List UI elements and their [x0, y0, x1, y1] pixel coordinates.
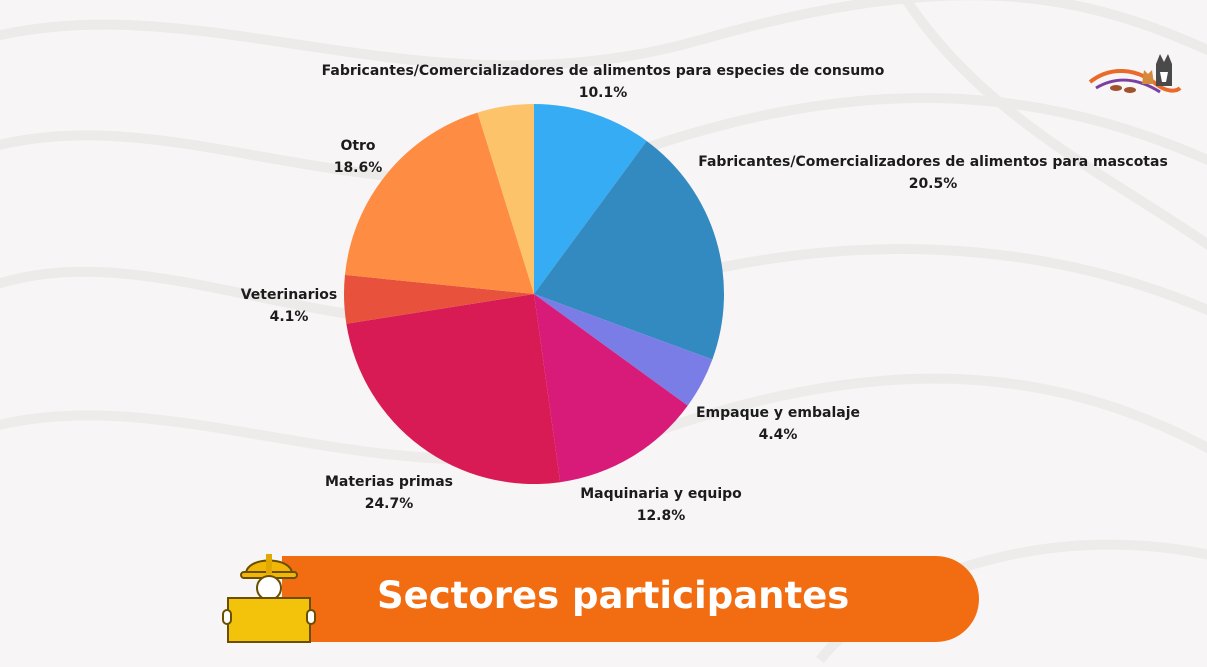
pie-slice-3: [534, 294, 688, 483]
slice-value-2: 4.4%: [759, 427, 798, 443]
slice-label-5: Veterinarios 4.1%: [241, 287, 338, 325]
slice-label-2: Empaque y embalaje 4.4%: [696, 405, 860, 443]
slice-value-3: 12.8%: [637, 508, 686, 524]
slice-label-4: Materias primas 24.7%: [325, 474, 453, 512]
pie-slice-7: [477, 104, 534, 294]
slice-name-0: Fabricantes/Comercializadores de aliment…: [322, 63, 885, 79]
section-banner: Sectores participantes: [282, 556, 979, 642]
banner-title: Sectores participantes: [377, 574, 850, 617]
pie-slice-0: [534, 104, 647, 294]
slice-name-1: Fabricantes/Comercializadores de aliment…: [698, 154, 1168, 170]
pie-slice-5: [344, 274, 534, 324]
pie-labels: Fabricantes/Comercializadores de aliment…: [241, 63, 1168, 524]
slice-label-3: Maquinaria y equipo 12.8%: [580, 486, 742, 524]
pet-brand-logo-icon: [1088, 54, 1182, 94]
slice-label-1: Fabricantes/Comercializadores de aliment…: [698, 154, 1168, 192]
worker-hardhat-icon: [222, 554, 316, 643]
pie-slice-4: [346, 294, 561, 485]
slice-value-1: 20.5%: [909, 176, 958, 192]
slice-label-0: Fabricantes/Comercializadores de aliment…: [322, 63, 885, 101]
pie-slice-2: [534, 294, 713, 406]
slice-label-6: Otro 18.6%: [334, 138, 383, 176]
pie-slices: [344, 104, 724, 485]
slice-name-6: Otro: [340, 138, 375, 154]
slice-name-2: Empaque y embalaje: [696, 405, 860, 421]
slice-value-5: 4.1%: [270, 309, 309, 325]
slice-name-3: Maquinaria y equipo: [580, 486, 742, 502]
pie-slice-1: [534, 140, 724, 360]
slice-name-5: Veterinarios: [241, 287, 338, 303]
slice-value-4: 24.7%: [365, 496, 414, 512]
slice-value-0: 10.1%: [579, 85, 628, 101]
slice-name-4: Materias primas: [325, 474, 453, 490]
slice-value-6: 18.6%: [334, 160, 383, 176]
pie-slice-6: [344, 112, 534, 294]
